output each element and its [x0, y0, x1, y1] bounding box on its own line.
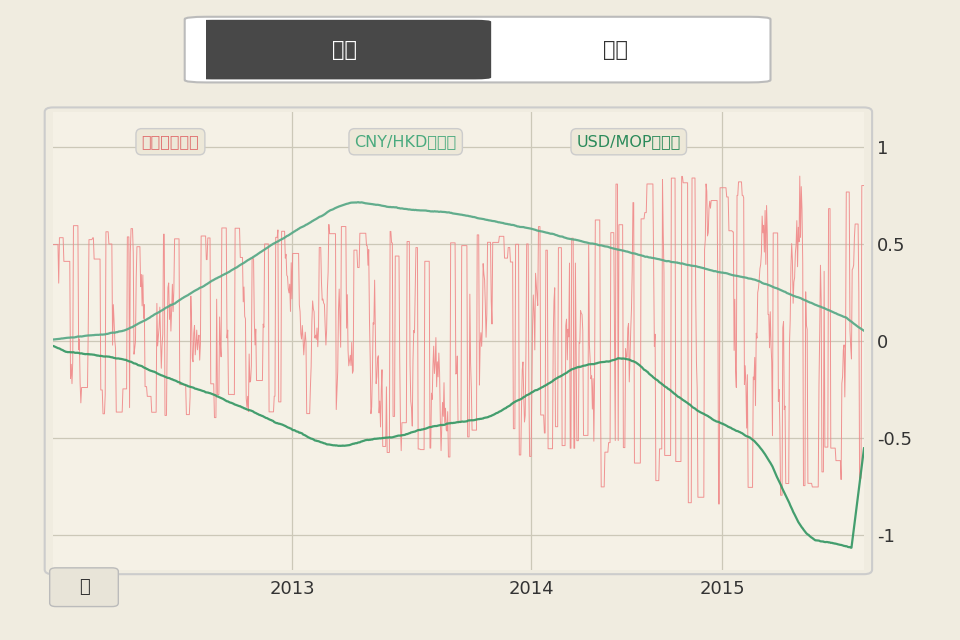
Text: USD/MOP兑换率: USD/MOP兑换率	[577, 134, 681, 149]
FancyBboxPatch shape	[50, 568, 118, 607]
Text: CNY/HKD兑换率: CNY/HKD兑换率	[354, 134, 457, 149]
Text: 年: 年	[79, 578, 89, 596]
FancyBboxPatch shape	[184, 17, 771, 83]
Text: 表单: 表单	[604, 40, 629, 60]
FancyBboxPatch shape	[196, 20, 492, 79]
Text: 上个月关联性: 上个月关联性	[141, 134, 200, 149]
Text: 图表: 图表	[332, 40, 357, 60]
